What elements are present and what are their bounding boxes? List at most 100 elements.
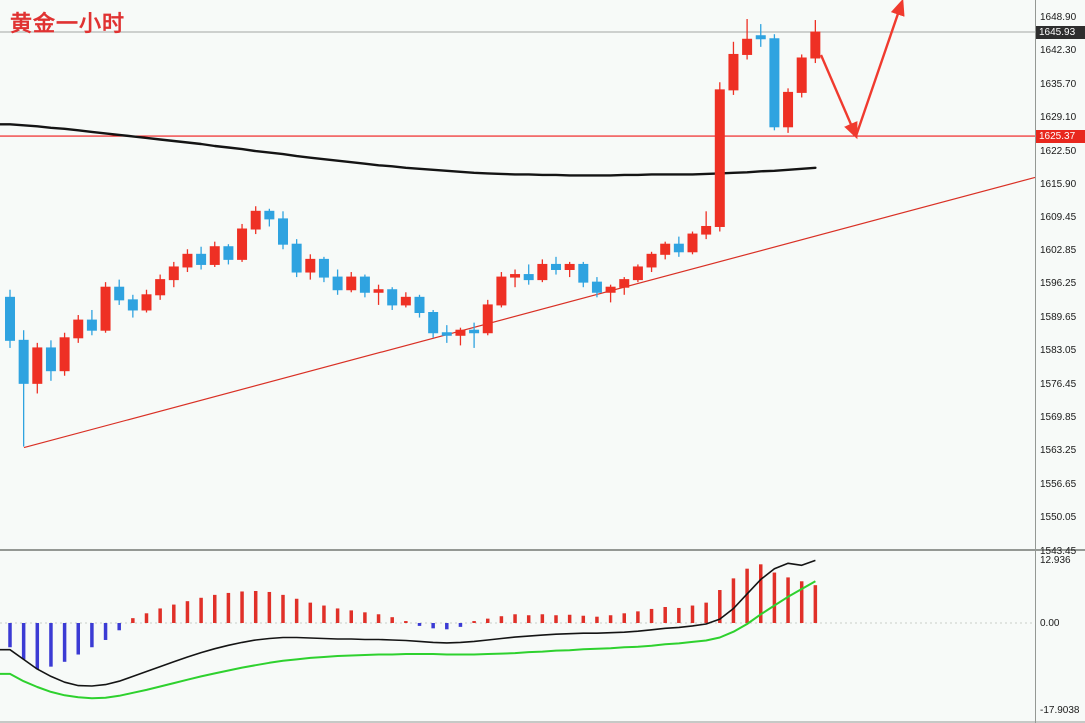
- histogram-bar: [90, 623, 94, 648]
- candle-body: [59, 337, 70, 372]
- histogram-bar: [294, 598, 299, 623]
- histogram-bar: [540, 614, 545, 623]
- histogram-bar: [363, 612, 367, 623]
- price-axis-label: 1615.90: [1040, 178, 1077, 190]
- histogram-bar: [8, 623, 12, 648]
- histogram-bar: [718, 590, 722, 623]
- candle-body: [332, 276, 343, 291]
- price-axis-label: 1556.65: [1040, 478, 1077, 490]
- candle-body: [551, 263, 561, 270]
- candle-body: [441, 332, 452, 336]
- histogram-bar: [486, 618, 490, 623]
- candle-body: [769, 38, 780, 128]
- histogram-bar: [267, 591, 272, 623]
- candle-body: [318, 258, 329, 278]
- price-axis-label: 1583.05: [1040, 345, 1077, 357]
- price-axis-label: 1543.45: [1040, 545, 1077, 557]
- histogram-bar: [731, 578, 736, 623]
- histogram-bar: [622, 613, 626, 623]
- candle-body: [155, 279, 166, 296]
- candle-body: [428, 312, 439, 334]
- candle-body: [400, 296, 411, 306]
- candle-body: [510, 274, 521, 278]
- candle-body: [86, 319, 97, 331]
- forecast-arrow-down: [819, 54, 858, 140]
- candle-body: [605, 286, 616, 293]
- histogram-bar: [185, 601, 190, 623]
- histogram-bar: [390, 617, 394, 623]
- price-axis-label: 1569.85: [1040, 411, 1077, 423]
- candle-body: [100, 286, 111, 331]
- indicator-axis-label-top: 12.936: [1040, 555, 1071, 567]
- histogram-bar: [704, 602, 708, 623]
- histogram-bar: [431, 623, 435, 629]
- candle-body: [537, 263, 548, 281]
- candle-body: [482, 304, 493, 334]
- histogram-bar: [595, 616, 599, 623]
- histogram-bar: [417, 623, 422, 626]
- histogram-bar: [240, 591, 244, 623]
- candle-body: [673, 243, 684, 253]
- signal-line: [0, 580, 816, 700]
- candle-body: [564, 263, 575, 270]
- candle-body: [578, 263, 589, 283]
- candle-body: [278, 218, 288, 245]
- candle-body: [264, 210, 275, 220]
- price-axis-label: 1550.05: [1040, 512, 1077, 524]
- histogram-bar: [759, 564, 763, 623]
- candles: [5, 19, 821, 447]
- candle-body: [591, 281, 602, 293]
- indicator-axis-label-bottom: -17.9038: [1040, 704, 1080, 716]
- price-axis-label: 1609.45: [1040, 211, 1077, 223]
- histogram-bar: [49, 623, 53, 667]
- histogram-bar: [144, 613, 149, 623]
- price-axis-label: 1576.45: [1040, 378, 1077, 390]
- histogram-bar: [554, 615, 558, 623]
- histogram-bar: [62, 623, 67, 662]
- histogram-bar: [499, 616, 504, 623]
- horizontal-line-price-tag: 1625.37: [1036, 129, 1085, 143]
- histogram-bar: [813, 585, 818, 623]
- candle-body: [114, 286, 125, 301]
- histogram-bar: [131, 618, 135, 623]
- candle-body: [359, 276, 370, 293]
- candle-body: [305, 258, 316, 273]
- forecast-arrow-up: [854, 0, 905, 137]
- histogram-bar: [608, 615, 613, 623]
- histogram-bar: [636, 611, 640, 623]
- candle-body: [5, 296, 15, 341]
- price-axis-label: 1596.25: [1040, 278, 1077, 290]
- candle-body: [742, 38, 753, 55]
- price-axis-label: 1629.10: [1040, 112, 1077, 124]
- candle-body: [209, 246, 220, 265]
- candle-body: [455, 329, 466, 336]
- histogram-bar: [172, 604, 176, 623]
- candle-body: [714, 89, 725, 227]
- candle-body: [141, 294, 152, 311]
- candle-body: [755, 35, 766, 40]
- price-axis-label: 1635.70: [1040, 78, 1077, 90]
- histogram-bar: [376, 614, 381, 623]
- candle-body: [45, 347, 56, 372]
- price-axis-label: 1563.25: [1040, 445, 1077, 457]
- candle-body: [687, 233, 698, 253]
- histogram-bar: [281, 594, 285, 623]
- candle-body: [728, 53, 739, 91]
- candle-body: [496, 276, 507, 306]
- candle-body: [810, 31, 821, 59]
- current-price-tag: 1645.93: [1036, 25, 1085, 39]
- histogram-bar: [349, 610, 353, 623]
- candle-body: [73, 319, 84, 339]
- candle-body: [168, 266, 179, 281]
- histogram-bar: [322, 605, 326, 623]
- histogram-bar: [35, 623, 40, 670]
- histogram-bar: [21, 623, 26, 660]
- histogram-bar: [526, 615, 531, 623]
- candle-body: [373, 289, 384, 293]
- candle-body: [223, 246, 234, 260]
- candle-body: [619, 279, 630, 288]
- candle-body: [250, 210, 261, 230]
- histogram-bar: [786, 577, 790, 623]
- histogram-bar: [199, 597, 203, 623]
